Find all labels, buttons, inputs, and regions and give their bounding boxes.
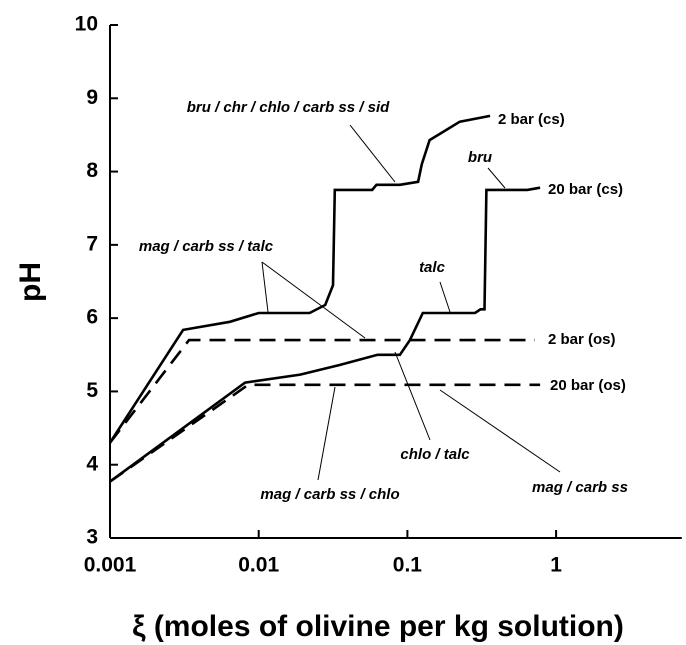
x-tick-label: 0.01 — [238, 554, 279, 577]
leader-line — [349, 124, 396, 183]
annotation: bru — [468, 149, 492, 166]
y-tick-label: 5 — [86, 379, 98, 402]
x-axis-label: ξ (moles of olivine per kg solution) — [132, 610, 624, 643]
annotation: mag / carb ss — [532, 479, 628, 496]
annotation: mag / carb ss / chlo — [260, 486, 399, 503]
y-tick-label: 6 — [86, 306, 98, 329]
x-tick-label: 0.001 — [84, 554, 137, 577]
series-label: 20 bar (cs) — [548, 181, 623, 198]
leader-line — [439, 389, 561, 473]
annotation: talc — [419, 259, 446, 276]
leader-line — [317, 386, 336, 481]
leader-line — [439, 281, 451, 313]
annotation: mag / carb ss / talc — [139, 238, 274, 255]
leader-line — [261, 261, 366, 339]
series-line — [109, 383, 541, 483]
leader-line — [261, 261, 269, 313]
series-line — [108, 114, 491, 444]
leader-line — [394, 351, 431, 441]
annotation: bru / chr / chlo / carb ss / sid — [187, 99, 390, 116]
y-tick-label: 9 — [86, 86, 98, 109]
y-tick-label: 8 — [86, 159, 98, 182]
series-line — [109, 186, 541, 483]
y-tick-label: 7 — [86, 232, 98, 255]
series-label: 2 bar (os) — [548, 331, 616, 348]
y-tick-label: 4 — [86, 452, 98, 475]
annotation: chlo / talc — [400, 446, 470, 463]
y-tick-label: 3 — [86, 526, 98, 549]
series-label: 20 bar (os) — [550, 377, 626, 394]
y-tick-label: 10 — [75, 13, 98, 36]
x-tick-label: 1 — [550, 554, 562, 577]
series-label: 2 bar (cs) — [498, 111, 565, 128]
series-line — [108, 338, 535, 444]
leader-line — [487, 167, 506, 189]
y-axis-label: pH — [14, 262, 47, 302]
x-tick-label: 0.1 — [393, 554, 423, 577]
